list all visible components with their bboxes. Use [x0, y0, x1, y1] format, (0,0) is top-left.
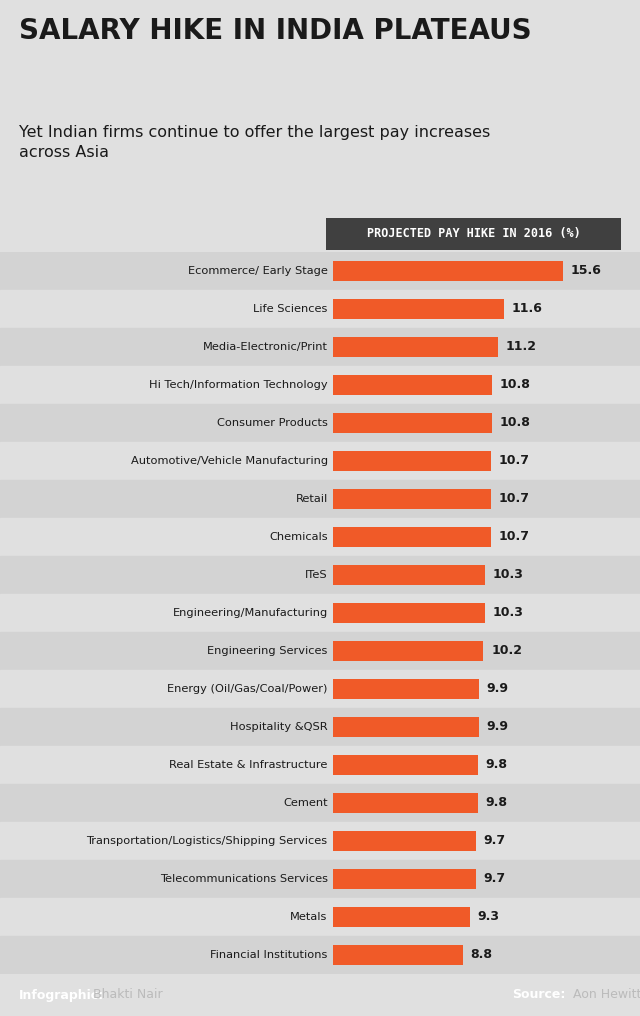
- Bar: [333, 717, 479, 737]
- Bar: [333, 907, 470, 927]
- Text: Ecommerce/ Early Stage: Ecommerce/ Early Stage: [188, 266, 328, 276]
- Text: 10.3: 10.3: [493, 607, 524, 620]
- Bar: [333, 337, 498, 357]
- Text: 9.9: 9.9: [486, 720, 509, 734]
- Text: 15.6: 15.6: [571, 264, 602, 277]
- Bar: [0, 708, 640, 746]
- Bar: [0, 480, 640, 518]
- Text: 8.8: 8.8: [470, 949, 492, 961]
- Text: 11.6: 11.6: [512, 303, 543, 316]
- Text: 9.9: 9.9: [486, 683, 509, 696]
- Bar: [0, 290, 640, 328]
- Bar: [0, 860, 640, 898]
- Text: 10.7: 10.7: [499, 493, 529, 506]
- Bar: [333, 679, 479, 699]
- Text: 10.7: 10.7: [499, 454, 529, 467]
- Bar: [0, 252, 640, 290]
- Bar: [0, 404, 640, 442]
- Text: 10.8: 10.8: [500, 417, 531, 430]
- Bar: [0, 366, 640, 404]
- Bar: [0, 632, 640, 670]
- Bar: [333, 641, 483, 660]
- Text: 9.8: 9.8: [485, 759, 508, 771]
- Bar: [0, 784, 640, 822]
- Bar: [0, 822, 640, 860]
- Text: 9.8: 9.8: [485, 797, 508, 810]
- Bar: [0, 556, 640, 594]
- Text: Engineering/Manufacturing: Engineering/Manufacturing: [172, 608, 328, 618]
- Text: Aon Hewitt: Aon Hewitt: [573, 989, 640, 1002]
- Text: Source:: Source:: [512, 989, 565, 1002]
- Bar: [0, 898, 640, 936]
- Text: PROJECTED PAY HIKE IN 2016 (%): PROJECTED PAY HIKE IN 2016 (%): [367, 228, 580, 241]
- Text: 10.7: 10.7: [499, 530, 529, 544]
- Bar: [333, 869, 476, 889]
- Bar: [333, 755, 477, 775]
- Bar: [0, 328, 640, 366]
- Text: Consumer Products: Consumer Products: [217, 418, 328, 428]
- Text: Hospitality &QSR: Hospitality &QSR: [230, 722, 328, 732]
- Text: Bhakti Nair: Bhakti Nair: [93, 989, 163, 1002]
- Text: Yet Indian firms continue to offer the largest pay increases
across Asia: Yet Indian firms continue to offer the l…: [19, 125, 490, 161]
- Text: Hi Tech/Information Technology: Hi Tech/Information Technology: [149, 380, 328, 390]
- Text: Media-Electronic/Print: Media-Electronic/Print: [203, 342, 328, 352]
- FancyBboxPatch shape: [326, 217, 621, 250]
- Text: Infographic:: Infographic:: [19, 989, 104, 1002]
- Text: Real Estate & Infrastructure: Real Estate & Infrastructure: [170, 760, 328, 770]
- Bar: [333, 831, 476, 850]
- Bar: [333, 414, 492, 433]
- Bar: [333, 299, 504, 319]
- Bar: [333, 565, 485, 585]
- Text: Financial Institutions: Financial Institutions: [211, 950, 328, 960]
- Text: 9.3: 9.3: [478, 910, 500, 924]
- Text: Metals: Metals: [291, 912, 328, 922]
- Bar: [333, 945, 463, 965]
- Text: 9.7: 9.7: [484, 834, 506, 847]
- Text: Automotive/Vehicle Manufacturing: Automotive/Vehicle Manufacturing: [131, 456, 328, 466]
- Bar: [0, 594, 640, 632]
- Text: ITeS: ITeS: [305, 570, 328, 580]
- Text: Telecommunications Services: Telecommunications Services: [160, 874, 328, 884]
- Bar: [0, 936, 640, 974]
- Bar: [0, 442, 640, 480]
- Bar: [333, 375, 492, 395]
- Text: SALARY HIKE IN INDIA PLATEAUS: SALARY HIKE IN INDIA PLATEAUS: [19, 17, 532, 46]
- Bar: [333, 261, 563, 280]
- Bar: [333, 527, 491, 547]
- Text: Chemicals: Chemicals: [269, 532, 328, 542]
- Bar: [333, 793, 477, 813]
- Text: Engineering Services: Engineering Services: [207, 646, 328, 656]
- Text: 10.8: 10.8: [500, 379, 531, 391]
- Text: 9.7: 9.7: [484, 873, 506, 886]
- Text: 10.2: 10.2: [491, 644, 522, 657]
- Bar: [0, 670, 640, 708]
- Bar: [0, 746, 640, 784]
- Text: 11.2: 11.2: [506, 340, 537, 354]
- Bar: [333, 489, 491, 509]
- Bar: [333, 604, 485, 623]
- Text: Retail: Retail: [296, 494, 328, 504]
- Bar: [333, 451, 491, 470]
- Text: Cement: Cement: [283, 798, 328, 808]
- Text: Transportation/Logistics/Shipping Services: Transportation/Logistics/Shipping Servic…: [86, 836, 328, 846]
- Text: Life Sciences: Life Sciences: [253, 304, 328, 314]
- Bar: [0, 518, 640, 556]
- Text: 10.3: 10.3: [493, 569, 524, 581]
- Text: Energy (Oil/Gas/Coal/Power): Energy (Oil/Gas/Coal/Power): [167, 684, 328, 694]
